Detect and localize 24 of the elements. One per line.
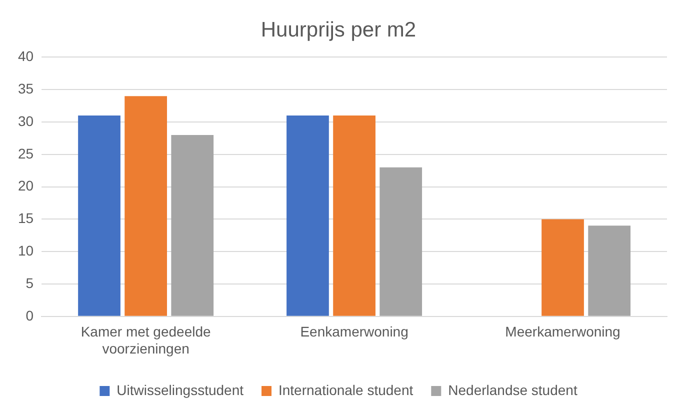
x-tick-label: Eenkamerwoning xyxy=(300,324,408,340)
y-tick-label: 10 xyxy=(18,242,34,258)
bar xyxy=(171,134,214,316)
bar xyxy=(78,116,120,316)
y-tick-label: 30 xyxy=(18,112,34,129)
y-tick-label: 20 xyxy=(18,178,34,194)
legend-label: Nederlandse student xyxy=(448,382,578,398)
chart-title: Huurprijs per m2 xyxy=(260,18,416,42)
bar xyxy=(588,226,631,316)
legend-label: Uitwisselingsstudent xyxy=(116,382,244,398)
y-tick-label: 40 xyxy=(18,48,34,64)
y-tick-label: 0 xyxy=(26,307,34,324)
bar xyxy=(542,219,584,316)
bar xyxy=(124,96,167,316)
bar xyxy=(380,167,422,316)
y-tick-label: 25 xyxy=(18,145,34,162)
legend-label: Internationale student xyxy=(278,382,414,398)
bar xyxy=(333,116,376,316)
y-tick-label: 35 xyxy=(18,80,34,96)
x-tick-label: Meerkamerwoning xyxy=(505,324,620,340)
x-tick-label: Kamer met gedeelde voorzieningen xyxy=(80,324,212,356)
y-tick-label: 5 xyxy=(26,274,34,291)
y-tick-label: 15 xyxy=(18,210,34,226)
bar xyxy=(286,116,329,316)
